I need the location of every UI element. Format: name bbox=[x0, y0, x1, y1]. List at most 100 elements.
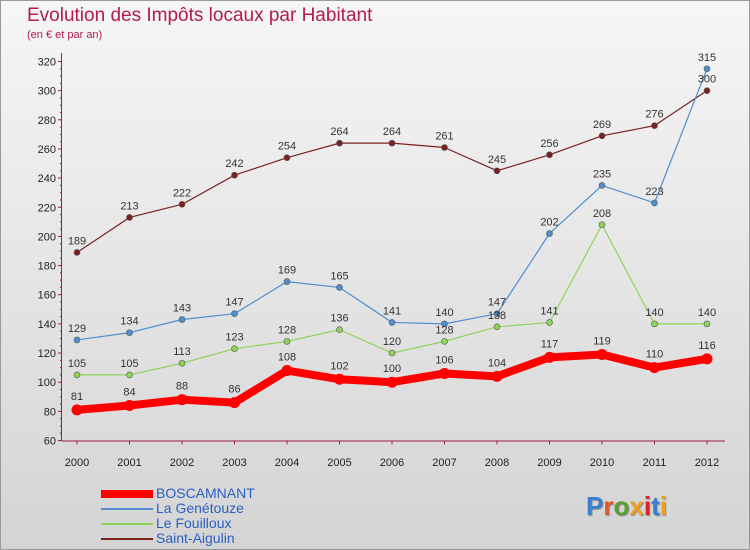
data-label: 269 bbox=[593, 119, 611, 131]
legend-item: La Genétouze bbox=[101, 501, 361, 516]
y-tick-label: 120 bbox=[38, 348, 56, 360]
data-label: 113 bbox=[173, 346, 191, 358]
x-tick-label: 2001 bbox=[117, 457, 141, 469]
data-point bbox=[334, 373, 345, 385]
y-tick-label: 160 bbox=[38, 290, 56, 302]
legend-label: BOSCAMNANT bbox=[156, 485, 255, 501]
chart-axes: 60 80 100 120 140 160 180 200 220 240 260 280 300 320… bbox=[38, 53, 725, 469]
data-label: 134 bbox=[120, 316, 138, 328]
legend: BOSCAMNANT La Genétouze Le Fouilloux Saint-… bbox=[101, 486, 361, 546]
data-point bbox=[388, 139, 396, 147]
data-point bbox=[441, 320, 448, 328]
y-tick-label: 220 bbox=[38, 202, 56, 214]
y-tick-label: 260 bbox=[38, 144, 56, 156]
data-label: 120 bbox=[383, 336, 401, 348]
data-point bbox=[388, 349, 396, 357]
data-point bbox=[544, 351, 555, 363]
data-point bbox=[596, 348, 608, 360]
data-point bbox=[229, 397, 240, 409]
y-tick-label: 280 bbox=[38, 115, 56, 127]
y-tick-label: 240 bbox=[38, 173, 56, 185]
x-tick-label: 2012 bbox=[695, 457, 719, 469]
data-label: 245 bbox=[488, 154, 506, 166]
data-label: 86 bbox=[228, 384, 240, 396]
data-point bbox=[493, 310, 501, 317]
data-label: 143 bbox=[173, 303, 191, 315]
y-tick-label: 100 bbox=[38, 377, 56, 389]
data-point bbox=[178, 316, 186, 323]
data-point bbox=[439, 367, 450, 379]
data-point bbox=[336, 284, 343, 291]
x-tick-label: 2008 bbox=[485, 457, 509, 469]
data-label: 104 bbox=[488, 357, 506, 369]
legend-label: Le Fouilloux bbox=[156, 515, 232, 531]
data-point bbox=[178, 201, 186, 208]
data-label: 261 bbox=[435, 131, 453, 143]
data-point bbox=[73, 249, 81, 256]
data-point bbox=[283, 278, 291, 285]
data-point bbox=[231, 345, 238, 352]
x-tick-label: 2004 bbox=[275, 457, 299, 469]
data-point bbox=[546, 151, 553, 159]
logo-letter: x bbox=[629, 491, 644, 521]
data-point bbox=[651, 320, 658, 328]
data-label: 108 bbox=[278, 352, 296, 364]
legend-swatch bbox=[101, 508, 153, 510]
data-point bbox=[336, 326, 343, 334]
data-point bbox=[493, 323, 501, 331]
data-point bbox=[546, 319, 553, 326]
y-tick-label: 200 bbox=[38, 231, 56, 243]
data-point bbox=[176, 394, 188, 406]
data-label: 100 bbox=[383, 363, 401, 375]
y-tick-label: 320 bbox=[38, 57, 56, 69]
data-point bbox=[598, 221, 606, 229]
data-point bbox=[441, 338, 448, 345]
data-point bbox=[281, 365, 293, 377]
data-label: 119 bbox=[593, 335, 611, 347]
data-point bbox=[73, 336, 81, 344]
data-label: 223 bbox=[645, 186, 663, 198]
chart-subtitle: (en € et par an) bbox=[27, 29, 103, 41]
data-labels-layer: 81 84 88 86 108 102 100 106 104 117 119 110 116 129 13… bbox=[68, 52, 716, 403]
data-point bbox=[231, 171, 238, 179]
proxiti-logo: Proxiti bbox=[586, 491, 667, 522]
data-label: 147 bbox=[225, 297, 243, 309]
data-label: 116 bbox=[698, 340, 716, 352]
data-label: 256 bbox=[540, 138, 558, 150]
x-tick-label: 2002 bbox=[170, 457, 194, 469]
x-tick-label: 2009 bbox=[537, 457, 561, 469]
data-label: 140 bbox=[698, 307, 716, 319]
legend-item: Le Fouilloux bbox=[101, 516, 361, 531]
data-label: 105 bbox=[120, 358, 138, 370]
data-point bbox=[649, 362, 660, 374]
y-tick-label: 80 bbox=[44, 406, 56, 418]
data-point bbox=[126, 371, 133, 379]
data-point bbox=[441, 144, 448, 151]
data-label: 315 bbox=[698, 52, 716, 64]
chart-title: Evolution des Impôts locaux par Habitant bbox=[27, 5, 373, 26]
logo-letter: r bbox=[603, 491, 614, 521]
data-point bbox=[703, 320, 711, 328]
legend-label: Saint-Aigulin bbox=[156, 530, 235, 546]
data-label: 141 bbox=[540, 305, 558, 317]
data-label: 242 bbox=[225, 158, 243, 170]
data-point bbox=[126, 214, 133, 221]
data-point bbox=[178, 359, 186, 367]
y-tick-label: 300 bbox=[38, 86, 56, 98]
x-tick-label: 2006 bbox=[380, 457, 404, 469]
data-point bbox=[493, 167, 501, 175]
series-layer bbox=[71, 65, 713, 416]
x-tick-label: 2003 bbox=[222, 457, 246, 469]
data-point bbox=[703, 87, 711, 94]
logo-letter: t bbox=[651, 491, 660, 521]
data-point bbox=[126, 329, 133, 336]
series-line-saint-aigulin bbox=[76, 90, 708, 254]
data-label: 140 bbox=[645, 307, 663, 319]
data-label: 128 bbox=[435, 324, 453, 336]
data-point bbox=[701, 353, 713, 365]
data-point bbox=[231, 310, 238, 317]
logo-letter: i bbox=[643, 491, 652, 521]
legend-swatch bbox=[101, 538, 153, 540]
